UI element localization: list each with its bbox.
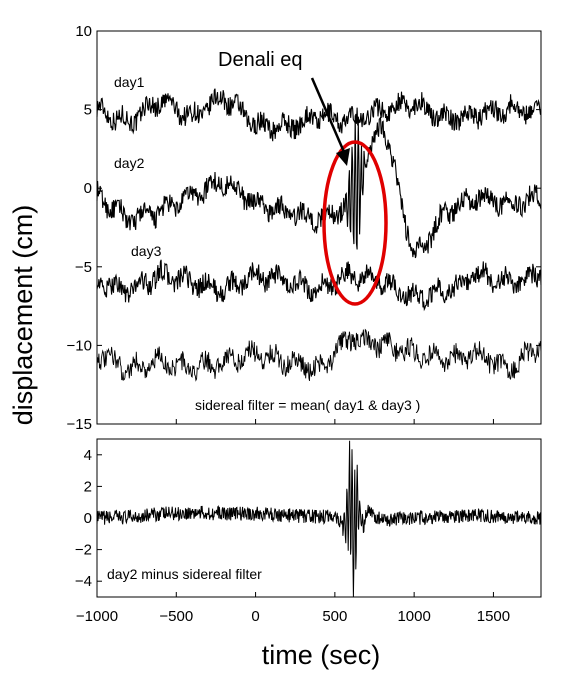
- bottom-y-tick-label: 4: [84, 447, 92, 464]
- bottom-panel: 4 2 0 −2 −4 −1000 −500 0 500 1000 1500 day2 minus…: [75, 419, 542, 625]
- top-y-ticks: 10 5 0 −5 −10 −15: [67, 23, 541, 433]
- x-axis-label: time (sec): [262, 640, 381, 670]
- top-y-tick-label: −5: [75, 259, 92, 276]
- series-label-day3: day3: [131, 243, 162, 259]
- bottom-y-ticks: 4 2 0 −2 −4: [75, 447, 102, 590]
- bottom-y-tick-label: 2: [84, 478, 92, 495]
- top-traces: [96, 88, 542, 382]
- top-y-tick-label: 0: [84, 180, 92, 197]
- x-tick-label: 1500: [477, 608, 510, 625]
- trace-day2: [96, 115, 542, 259]
- earthquake-arrow-head: [336, 148, 350, 166]
- bottom-y-tick-label: 0: [84, 510, 92, 527]
- x-tick-label: −1000: [76, 608, 118, 625]
- x-tick-label: −500: [159, 608, 193, 625]
- earthquake-callout: Denali eq: [218, 49, 303, 71]
- x-tick-label: 0: [251, 608, 259, 625]
- trace-filtered: [96, 328, 542, 382]
- x-tick-label: 500: [322, 608, 347, 625]
- series-label-day2: day2: [114, 155, 145, 171]
- top-y-tick-label: 5: [84, 102, 92, 119]
- earthquake-highlight-ellipse: [322, 140, 388, 306]
- trace-day2-minus-filter: [96, 440, 542, 598]
- bottom-y-tick-label: −2: [75, 542, 92, 559]
- sidereal-filter-note: sidereal filter = mean( day1 & day3 ): [195, 397, 420, 413]
- series-label-day1: day1: [114, 74, 145, 90]
- top-y-tick-label: 10: [75, 23, 92, 40]
- trace-day1: [96, 88, 542, 142]
- earthquake-arrow-shaft: [310, 77, 346, 153]
- top-panel: 10 5 0 −5 −10 −15 day1 day2 day3 sidereal fil…: [67, 23, 542, 433]
- difference-label: day2 minus sidereal filter: [107, 566, 262, 582]
- bottom-traces: [96, 440, 542, 598]
- y-axis-label: displacement (cm): [8, 205, 38, 426]
- bottom-x-ticks: −1000 −500 0 500 1000 1500: [76, 419, 510, 625]
- trace-day3: [96, 259, 542, 312]
- top-y-tick-label: −10: [67, 337, 92, 354]
- bottom-y-tick-label: −4: [75, 573, 92, 590]
- x-tick-label: 1000: [397, 608, 430, 625]
- top-y-tick-label: −15: [67, 416, 92, 433]
